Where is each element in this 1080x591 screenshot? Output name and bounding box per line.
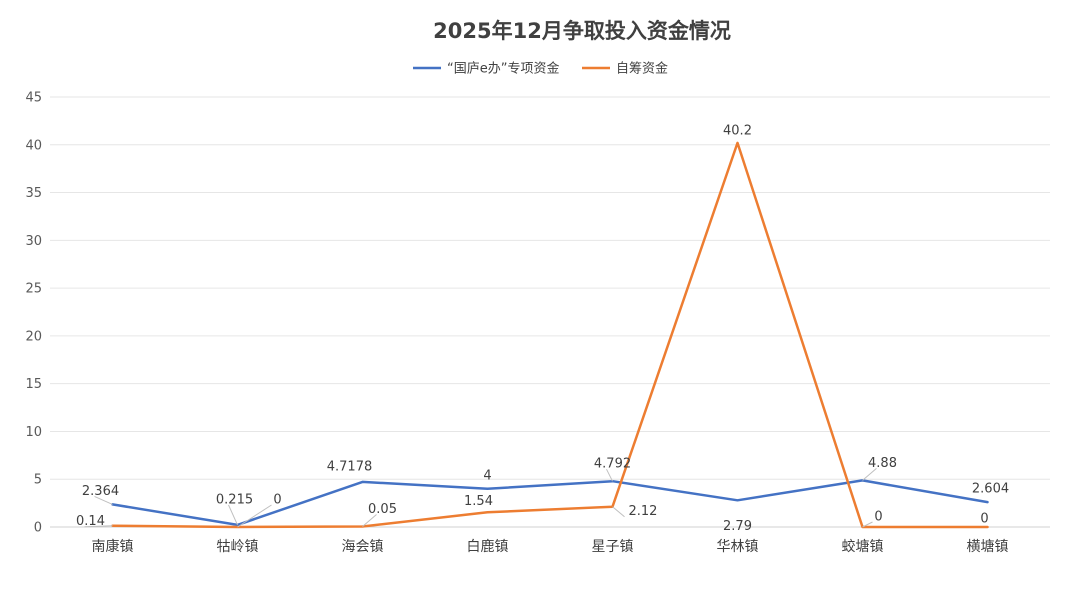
- series-lines: [111, 141, 989, 529]
- label-leader-line: [862, 468, 877, 481]
- label-leader-line: [606, 468, 613, 482]
- y-tick-label: 15: [25, 377, 42, 392]
- series-line: [111, 141, 989, 529]
- label-leader-line: [612, 506, 625, 518]
- y-tick-label: 30: [25, 234, 42, 249]
- x-category-label: 白鹿镇: [467, 538, 509, 555]
- legend-label: 自筹资金: [616, 61, 668, 77]
- data-label: 0: [980, 512, 988, 527]
- x-category-label: 华林镇: [717, 539, 759, 555]
- y-tick-label: 5: [34, 473, 42, 488]
- legend-label: “国庐e办”专项资金: [447, 61, 559, 77]
- x-category-label: 南康镇: [92, 538, 134, 555]
- label-leader-line: [94, 495, 113, 505]
- label-leader-line: [228, 504, 238, 526]
- data-label: 2.604: [972, 482, 1009, 497]
- label-leader-line: [84, 525, 113, 528]
- label-leader-line: [362, 514, 377, 527]
- y-tick-label: 40: [25, 138, 42, 153]
- data-label: 2.79: [723, 519, 752, 534]
- y-tick-label: 35: [25, 186, 42, 201]
- y-tick-label: 20: [25, 329, 42, 344]
- data-label: 0: [874, 510, 882, 525]
- chart-title: 2025年12月争取投入资金情况: [433, 19, 731, 43]
- data-labels: 2.364 0.215 4.7178 4 4.792 2.79 4.88 2.604 0.14 0…: [76, 123, 1009, 533]
- data-label: 0: [273, 493, 281, 508]
- data-label: 40.2: [723, 123, 752, 138]
- x-category-label: 海会镇: [342, 539, 384, 555]
- data-label: 4: [483, 468, 491, 483]
- data-label: 4.792: [594, 457, 631, 472]
- data-label: 1.54: [464, 494, 493, 509]
- data-label: 0.05: [368, 502, 397, 517]
- x-category-label: 蛟塘镇: [842, 539, 884, 555]
- label-leader-line: [862, 521, 873, 528]
- y-tick-label: 45: [25, 91, 42, 106]
- data-label: 0.14: [76, 514, 105, 529]
- x-axis: 南康镇 牯岭镇 海会镇 白鹿镇 星子镇 华林镇 蛟塘镇 横塘镇: [92, 538, 1009, 555]
- y-tick-label: 10: [25, 425, 42, 440]
- data-label: 4.7178: [327, 459, 373, 474]
- data-label: 0.215: [216, 492, 253, 507]
- data-label: 2.364: [82, 484, 119, 499]
- series-line: [111, 479, 989, 527]
- x-category-label: 星子镇: [592, 539, 634, 555]
- x-category-label: 横塘镇: [967, 539, 1009, 555]
- gridlines: [50, 96, 1050, 528]
- y-axis: 0 5 10 15 20 25 30 35 40 45: [25, 91, 42, 536]
- y-tick-label: 0: [34, 521, 42, 536]
- data-label: 2.12: [629, 504, 658, 519]
- label-leader-line: [237, 504, 272, 528]
- y-tick-label: 25: [25, 282, 42, 297]
- data-label: 4.88: [868, 456, 897, 471]
- legend: “国庐e办”专项资金 自筹资金: [413, 61, 668, 77]
- x-category-label: 牯岭镇: [217, 539, 259, 555]
